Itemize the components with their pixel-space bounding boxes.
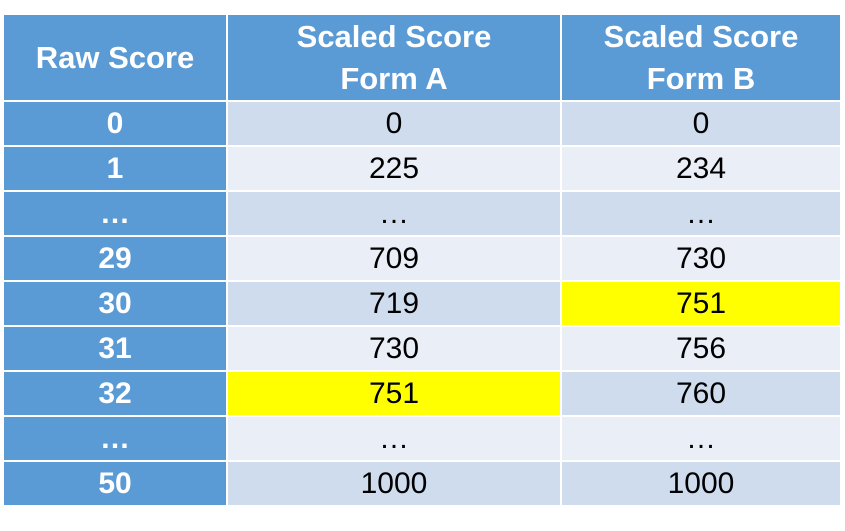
form-b-cell: … bbox=[560, 415, 842, 462]
raw-score-cell: 32 bbox=[2, 370, 228, 417]
form-b-cell: 1000 bbox=[560, 460, 842, 507]
table-row: … … … bbox=[2, 190, 842, 237]
table-row: 29 709 730 bbox=[2, 235, 842, 282]
raw-score-cell: 30 bbox=[2, 280, 228, 327]
raw-score-cell: 0 bbox=[2, 100, 228, 147]
header-form-b-line1: Scaled Score bbox=[603, 18, 799, 54]
form-a-cell: 709 bbox=[226, 235, 562, 282]
form-b-cell: … bbox=[560, 190, 842, 237]
form-b-cell-highlighted: 751 bbox=[560, 280, 842, 327]
table-row: 1 225 234 bbox=[2, 145, 842, 192]
header-scaled-score-form-a: Scaled Score Form A bbox=[226, 13, 562, 102]
table-row: 30 719 751 bbox=[2, 280, 842, 327]
raw-score-cell: 1 bbox=[2, 145, 228, 192]
raw-score-cell: 29 bbox=[2, 235, 228, 282]
form-b-cell: 756 bbox=[560, 325, 842, 372]
form-a-cell: 719 bbox=[226, 280, 562, 327]
score-conversion-table: Raw Score Scaled Score Form A Scaled Sco… bbox=[2, 13, 842, 507]
table-row: 31 730 756 bbox=[2, 325, 842, 372]
table-row: … … … bbox=[2, 415, 842, 462]
header-form-b-line2: Form B bbox=[646, 60, 756, 96]
form-a-cell: … bbox=[226, 415, 562, 462]
form-b-cell: 730 bbox=[560, 235, 842, 282]
raw-score-cell: … bbox=[2, 190, 228, 237]
form-b-cell: 0 bbox=[560, 100, 842, 147]
header-raw-score-label: Raw Score bbox=[35, 39, 195, 75]
raw-score-cell: … bbox=[2, 415, 228, 462]
header-form-a-line1: Scaled Score bbox=[296, 18, 492, 54]
score-conversion-table-wrapper: Raw Score Scaled Score Form A Scaled Sco… bbox=[2, 13, 842, 507]
form-a-cell: 0 bbox=[226, 100, 562, 147]
raw-score-cell: 31 bbox=[2, 325, 228, 372]
header-form-a-line2: Form A bbox=[340, 60, 448, 96]
table-row: 0 0 0 bbox=[2, 100, 842, 147]
form-a-cell: 1000 bbox=[226, 460, 562, 507]
table-header-row: Raw Score Scaled Score Form A Scaled Sco… bbox=[2, 13, 842, 102]
header-scaled-score-form-b: Scaled Score Form B bbox=[560, 13, 842, 102]
form-a-cell: 730 bbox=[226, 325, 562, 372]
form-b-cell: 234 bbox=[560, 145, 842, 192]
table-row: 50 1000 1000 bbox=[2, 460, 842, 507]
table-row: 32 751 760 bbox=[2, 370, 842, 417]
form-b-cell: 760 bbox=[560, 370, 842, 417]
form-a-cell-highlighted: 751 bbox=[226, 370, 562, 417]
raw-score-cell: 50 bbox=[2, 460, 228, 507]
header-raw-score: Raw Score bbox=[2, 13, 228, 102]
form-a-cell: … bbox=[226, 190, 562, 237]
form-a-cell: 225 bbox=[226, 145, 562, 192]
